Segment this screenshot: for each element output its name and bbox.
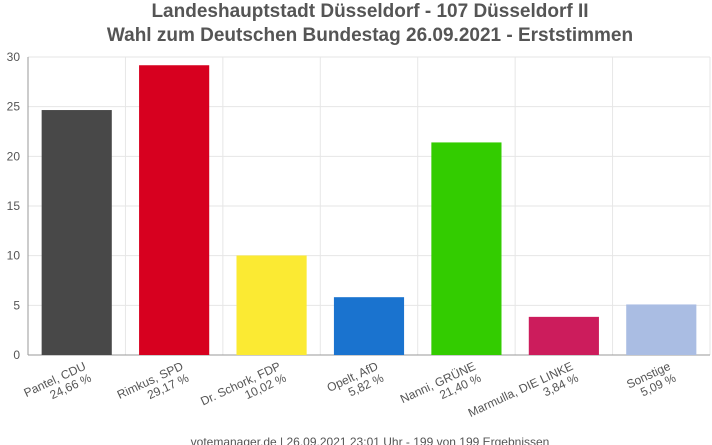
- y-tick-label: 0: [13, 348, 20, 362]
- chart-subtitle: Wahl zum Deutschen Bundestag 26.09.2021 …: [107, 25, 633, 46]
- bar: [139, 65, 210, 356]
- bar: [528, 316, 599, 355]
- bar: [626, 304, 697, 355]
- bar: [431, 142, 502, 355]
- y-tick-label: 5: [13, 298, 20, 312]
- bar: [333, 297, 405, 355]
- y-tick-label: 20: [7, 149, 21, 163]
- y-tick-label: 25: [7, 100, 21, 114]
- bar: [236, 255, 307, 355]
- chart-title: Landeshauptstadt Düsseldorf - 107 Düssel…: [151, 1, 588, 22]
- y-tick-label: 15: [7, 199, 21, 213]
- y-tick-label: 10: [7, 249, 21, 263]
- y-tick-label: 30: [7, 50, 21, 64]
- bar: [41, 110, 112, 355]
- footer: votemanager.de | 26.09.2021 23:01 Uhr - …: [191, 435, 550, 445]
